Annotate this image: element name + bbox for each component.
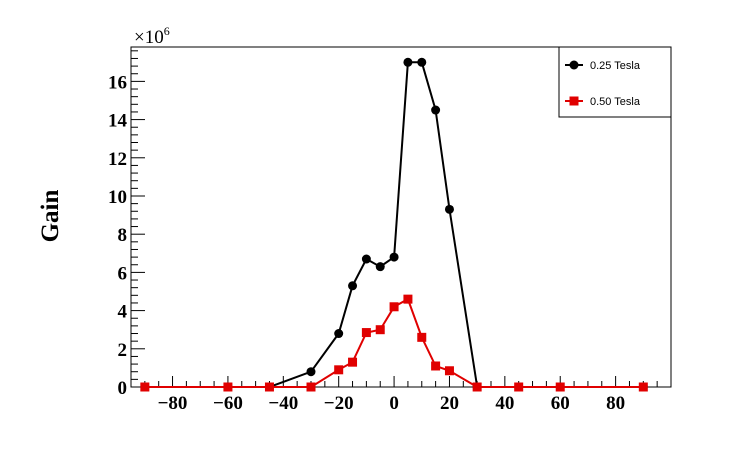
legend-item: 0.50 Tesla [565, 96, 641, 108]
x-tick-label: −80 [158, 393, 188, 414]
legend-marker [569, 60, 579, 70]
data-point [403, 57, 413, 67]
y-tick-label: 12 [108, 149, 127, 170]
data-point [444, 366, 454, 376]
data-point [555, 382, 565, 392]
legend-label: 0.25 Tesla [590, 60, 641, 72]
legend: 0.25 Tesla 0.50 Tesla [558, 46, 672, 118]
x-tick-label: 20 [440, 393, 459, 414]
data-point [417, 332, 427, 342]
y-tick-label: 6 [118, 263, 128, 284]
data-point [431, 105, 441, 115]
y-tick-label: 14 [108, 111, 128, 132]
x-tick-label: −20 [324, 393, 354, 414]
series-layer [140, 57, 648, 392]
data-point [375, 262, 385, 272]
data-point [334, 365, 344, 375]
data-point [306, 382, 316, 392]
data-point [444, 204, 454, 214]
data-point [389, 302, 399, 312]
data-point [264, 382, 274, 392]
legend-item: 0.25 Tesla [565, 60, 641, 72]
data-point [403, 294, 413, 304]
x-tick-label: 60 [551, 393, 570, 414]
data-point [140, 382, 150, 392]
data-point [389, 252, 399, 262]
y-axis-multiplier-base: ×10 [134, 27, 164, 48]
y-axis: 0 2 4 6 8 10 12 14 16 [108, 50, 145, 399]
data-point [514, 382, 524, 392]
data-point [638, 382, 648, 392]
y-axis-title: Gain [37, 190, 64, 243]
data-point [348, 357, 358, 367]
y-tick-label: 2 [118, 340, 128, 361]
plot-frame [130, 46, 672, 388]
y-tick-label: 0 [118, 378, 128, 399]
legend-label: 0.50 Tesla [590, 96, 641, 108]
x-tick-label: 40 [495, 393, 514, 414]
y-tick-label: 16 [108, 72, 127, 93]
data-point [375, 325, 385, 335]
x-tick-label: −40 [268, 393, 298, 414]
legend-marker [569, 96, 579, 106]
series-2 [140, 294, 648, 392]
x-tick-label: 80 [606, 393, 625, 414]
data-point [472, 382, 482, 392]
data-point [361, 254, 371, 264]
x-tick-label: 0 [389, 393, 399, 414]
data-point [306, 367, 316, 377]
y-axis-multiplier: ×106 [134, 24, 170, 48]
y-axis-multiplier-exponent: 6 [164, 24, 170, 38]
data-point [417, 57, 427, 67]
data-point [431, 361, 441, 371]
data-point [348, 281, 358, 291]
data-point [334, 329, 344, 339]
x-tick-label: −60 [213, 393, 243, 414]
data-point [361, 328, 371, 338]
data-point [223, 382, 233, 392]
y-tick-label: 4 [118, 302, 128, 323]
y-tick-label: 8 [118, 225, 128, 246]
y-tick-label: 10 [108, 187, 127, 208]
